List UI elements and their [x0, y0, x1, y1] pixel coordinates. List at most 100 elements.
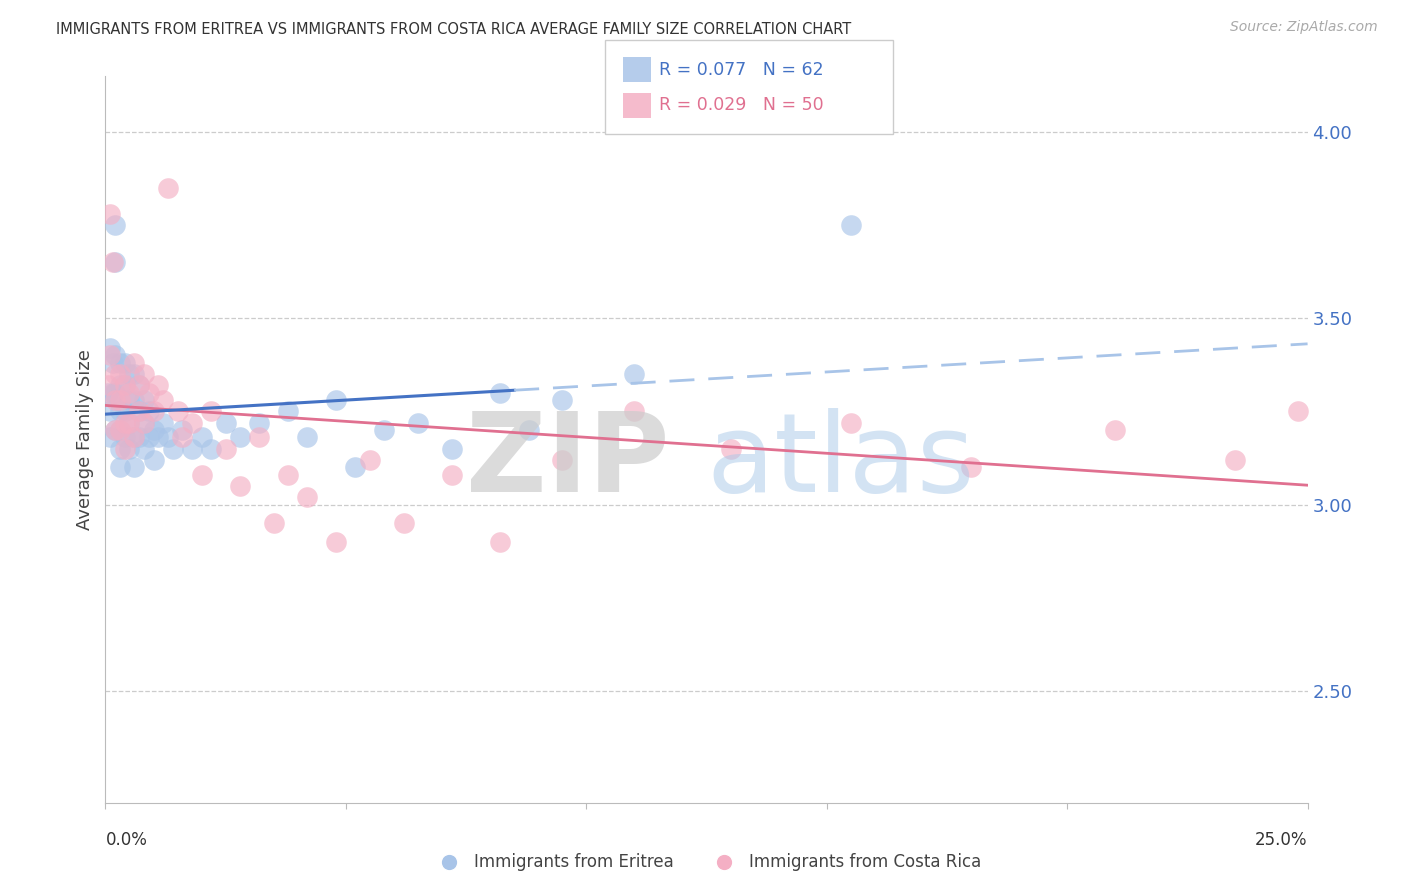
Point: [124, 393, 146, 408]
Point: [104, 423, 127, 437]
Point: [839, 416, 862, 430]
Point: [132, 367, 155, 381]
Point: [142, 404, 165, 418]
Point: [551, 452, 574, 467]
Point: [104, 367, 127, 381]
Point: [118, 416, 141, 430]
Point: [720, 442, 742, 456]
Legend: Immigrants from Eritrea, Immigrants from Costa Rica: Immigrants from Eritrea, Immigrants from…: [426, 847, 987, 878]
Text: 0.0%: 0.0%: [105, 831, 148, 849]
Point: [440, 467, 463, 482]
Point: [97, 378, 120, 392]
Point: [166, 404, 188, 418]
Point: [247, 416, 270, 430]
Point: [132, 416, 155, 430]
Point: [181, 442, 204, 456]
Point: [142, 423, 165, 437]
Point: [124, 430, 146, 444]
Point: [172, 430, 194, 444]
Point: [138, 385, 160, 400]
Point: [156, 180, 179, 194]
Point: [104, 393, 127, 408]
Point: [325, 393, 347, 408]
Point: [101, 356, 124, 370]
Point: [373, 423, 395, 437]
Point: [98, 430, 121, 444]
Point: [118, 393, 141, 408]
Point: [114, 442, 136, 456]
Point: [190, 467, 212, 482]
Point: [114, 356, 136, 370]
Point: [1225, 452, 1247, 467]
Point: [98, 207, 121, 221]
Point: [101, 255, 124, 269]
Point: [124, 367, 146, 381]
Point: [551, 393, 574, 408]
Point: [108, 442, 131, 456]
Point: [229, 479, 252, 493]
Point: [104, 348, 127, 362]
Point: [98, 341, 121, 355]
Point: [277, 467, 299, 482]
Point: [108, 393, 131, 408]
Point: [152, 416, 174, 430]
Point: [98, 348, 121, 362]
Point: [960, 460, 983, 475]
Point: [124, 460, 146, 475]
Point: [128, 404, 150, 418]
Text: ZIP: ZIP: [465, 408, 669, 515]
Point: [214, 442, 236, 456]
Point: [128, 430, 150, 444]
Point: [108, 460, 131, 475]
Point: [101, 385, 124, 400]
Point: [138, 404, 160, 418]
Text: Source: ZipAtlas.com: Source: ZipAtlas.com: [1230, 20, 1378, 34]
Point: [392, 516, 415, 531]
Point: [325, 534, 347, 549]
Point: [214, 416, 236, 430]
Point: [156, 430, 179, 444]
Point: [181, 416, 204, 430]
Point: [839, 218, 862, 232]
Point: [104, 218, 127, 232]
Point: [297, 490, 319, 504]
Point: [623, 404, 645, 418]
Point: [138, 430, 160, 444]
Point: [229, 430, 252, 444]
Point: [517, 423, 540, 437]
Point: [118, 442, 141, 456]
Point: [1104, 423, 1126, 437]
Point: [108, 367, 131, 381]
Point: [488, 534, 510, 549]
Point: [108, 404, 131, 418]
Point: [359, 452, 381, 467]
Point: [142, 452, 165, 467]
Point: [114, 430, 136, 444]
Point: [277, 404, 299, 418]
Point: [108, 356, 131, 370]
Point: [172, 423, 194, 437]
Point: [132, 416, 155, 430]
Point: [128, 378, 150, 392]
Point: [104, 385, 127, 400]
Point: [247, 430, 270, 444]
Point: [118, 385, 141, 400]
Point: [128, 378, 150, 392]
Point: [128, 404, 150, 418]
Text: R = 0.077   N = 62: R = 0.077 N = 62: [659, 61, 824, 78]
Point: [190, 430, 212, 444]
Point: [297, 430, 319, 444]
Point: [124, 430, 146, 444]
Point: [152, 393, 174, 408]
Point: [124, 356, 146, 370]
Point: [108, 378, 131, 392]
Point: [104, 255, 127, 269]
Point: [148, 378, 170, 392]
Point: [114, 404, 136, 418]
Point: [200, 442, 222, 456]
Point: [132, 393, 155, 408]
Point: [406, 416, 429, 430]
Point: [114, 416, 136, 430]
Point: [200, 404, 222, 418]
Point: [344, 460, 367, 475]
